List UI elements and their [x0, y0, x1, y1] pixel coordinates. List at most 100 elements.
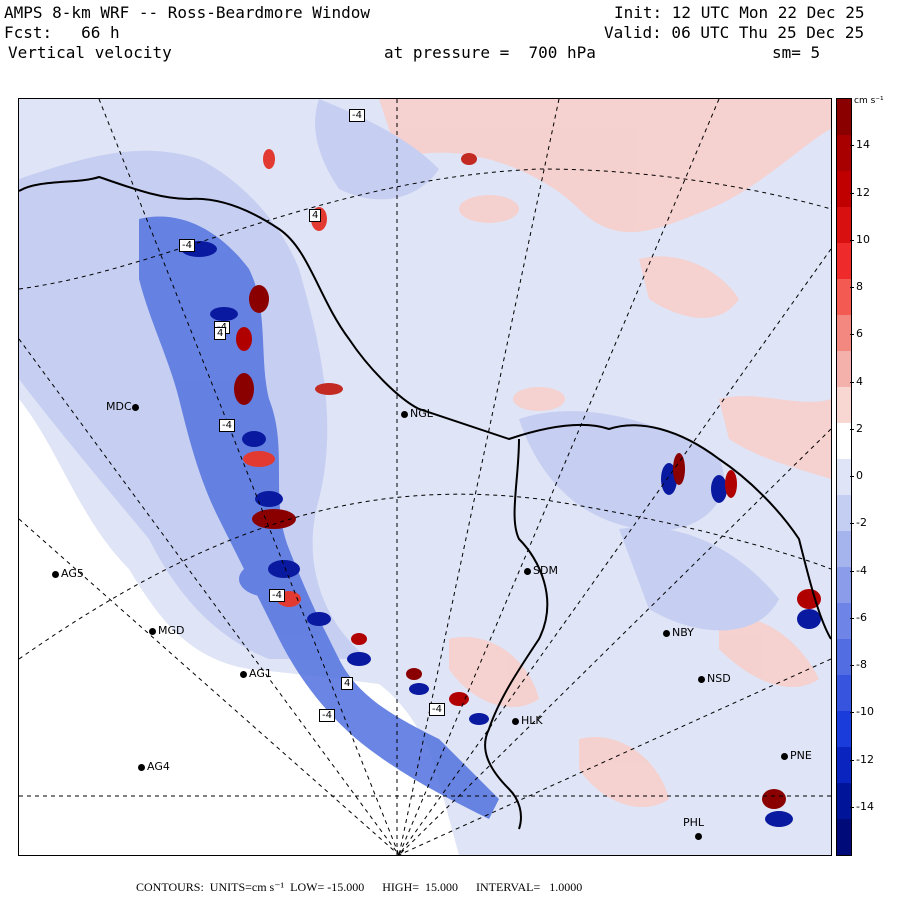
- station-label: NGL: [410, 407, 433, 420]
- field-name: Vertical velocity: [8, 43, 172, 62]
- station-hlk: HLK: [512, 714, 543, 727]
- colorbar-swatch: [837, 747, 851, 783]
- colorbar-tick-mark: [850, 287, 854, 288]
- station-nsd: NSD: [698, 672, 731, 685]
- station-label: AG5: [61, 567, 84, 580]
- colorbar-swatch: [837, 99, 851, 135]
- colorbar-swatch: [837, 387, 851, 423]
- colorbar-tick-mark: [850, 334, 854, 336]
- station-dot-icon: [401, 410, 408, 418]
- station-label: NBY: [672, 626, 694, 639]
- strong-positive-cells: [234, 149, 821, 809]
- colorbar-tick-label: -4: [856, 563, 867, 577]
- station-label: NSD: [707, 672, 731, 685]
- pressure-level: at pressure = 700 hPa: [384, 43, 596, 62]
- masked-region: [19, 399, 459, 855]
- colorbar-units: cm s⁻¹: [854, 96, 884, 106]
- station-ngl: NGL: [401, 407, 433, 420]
- colorbar-tick-label: 2: [856, 421, 863, 435]
- colorbar-tick-mark: [850, 192, 854, 194]
- colorbar-tick-label: 14: [856, 138, 870, 152]
- station-dot-icon: [512, 717, 519, 725]
- station-dot-icon: [149, 627, 156, 635]
- station-dot-icon: [131, 403, 139, 411]
- station-pne: PNE: [781, 749, 812, 762]
- colorbar-tick-label: 8: [856, 280, 863, 293]
- colorbar-tick-mark: [850, 239, 854, 241]
- colorbar: [836, 98, 852, 856]
- contour-label: -4: [429, 703, 445, 716]
- colorbar-tick-label: -8: [856, 658, 867, 671]
- contour-label: -4: [179, 239, 195, 252]
- station-ag5: AG5: [52, 567, 84, 580]
- contour-label: -4: [219, 419, 235, 432]
- colorbar-swatch: [837, 279, 851, 315]
- colorbar-tick-mark: [850, 759, 854, 761]
- colorbar-swatch: [837, 459, 851, 495]
- station-phl: PHL: [683, 816, 704, 842]
- colorbar-tick-mark: [850, 665, 854, 666]
- colorbar-tick-mark: [850, 428, 854, 430]
- colorbar-tick-mark: [850, 806, 854, 808]
- valid-time: Valid: 06 UTC Thu 25 Dec 25: [604, 23, 865, 42]
- colorbar-tick-mark: [850, 523, 854, 525]
- contour-label: -4: [319, 709, 335, 722]
- contour-label: -4: [349, 109, 365, 122]
- colorbar-tick-mark: [850, 570, 854, 572]
- station-label: SDM: [533, 564, 558, 577]
- ross-ice-front: [484, 438, 549, 830]
- graticule: [19, 99, 831, 855]
- station-ag1: AG1: [240, 667, 272, 680]
- colorbar-tick-label: 12: [856, 185, 870, 199]
- map-panel[interactable]: -44-4-44-4-4-44-4: [18, 98, 832, 856]
- station-label: AG4: [147, 760, 170, 773]
- station-mdc: MDC: [106, 400, 141, 413]
- colorbar-swatch: [837, 531, 851, 567]
- colorbar-tick-mark: [850, 145, 854, 147]
- colorbar-swatch: [837, 675, 851, 711]
- contour-label: 4: [341, 677, 354, 690]
- colorbar-swatch: [837, 351, 851, 387]
- colorbar-tick-label: -12: [856, 752, 874, 766]
- station-label: AG1: [249, 667, 272, 680]
- colorbar-tick-label: -14: [856, 799, 874, 813]
- colorbar-swatch: [837, 603, 851, 639]
- colorbar-swatch: [837, 315, 851, 351]
- station-dot-icon: [52, 570, 59, 578]
- colorbar-swatch: [837, 171, 851, 207]
- station-label: PNE: [790, 749, 812, 762]
- colorbar-swatch: [837, 243, 851, 279]
- station-label: MGD: [158, 624, 185, 637]
- colorbar-tick-label: 0: [856, 469, 863, 482]
- vertical-velocity-map: [19, 99, 831, 855]
- colorbar-swatch: [837, 207, 851, 243]
- colorbar-swatch: [837, 783, 851, 819]
- colorbar-tick-mark: [850, 381, 854, 383]
- model-title: AMPS 8-km WRF -- Ross-Beardmore Window: [4, 3, 371, 22]
- colorbar-tick-label: -2: [856, 516, 867, 530]
- smoothing-value: sm= 5: [772, 43, 821, 62]
- station-label: HLK: [521, 714, 543, 727]
- colorbar-swatch: [837, 135, 851, 171]
- colorbar-tick-label: 6: [856, 327, 863, 341]
- colorbar-tick-label: -10: [856, 705, 874, 719]
- station-dot-icon: [524, 567, 531, 575]
- station-dot-icon: [663, 629, 670, 637]
- colorbar-tick-label: 4: [856, 374, 863, 388]
- weak-positive-patches: [379, 99, 831, 808]
- colorbar-swatch: [837, 639, 851, 675]
- forecast-hour: Fcst: 66 h: [4, 23, 120, 42]
- colorbar-swatch: [837, 495, 851, 531]
- colorbar-swatch: [837, 819, 851, 855]
- contour-info: CONTOURS: UNITS=cm s⁻¹ LOW= -15.000 HIGH…: [136, 880, 583, 894]
- contour-label: 4: [214, 327, 227, 340]
- colorbar-swatch: [837, 567, 851, 603]
- contour-label: 4: [309, 209, 322, 222]
- colorbar-tick-mark: [850, 617, 854, 619]
- station-dot-icon: [781, 752, 788, 760]
- station-dot-icon: [138, 763, 145, 771]
- init-time: Init: 12 UTC Mon 22 Dec 25: [614, 3, 865, 22]
- station-sdm: SDM: [524, 564, 558, 577]
- colorbar-tick-mark: [850, 476, 854, 477]
- colorbar-tick-label: 10: [856, 232, 870, 246]
